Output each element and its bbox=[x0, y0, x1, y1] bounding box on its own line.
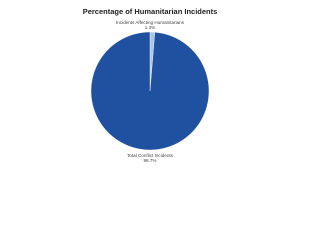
slice-value-label: 1.3% bbox=[145, 25, 155, 30]
pie-slice bbox=[90, 31, 210, 151]
chart-title: Percentage of Humanitarian Incidents bbox=[83, 7, 218, 16]
chart: Percentage of Humanitarian Incidents Inc… bbox=[82, 6, 218, 164]
page: Percentage of Humanitarian Incidents Inc… bbox=[82, 6, 218, 164]
slice-label: Incidents Affecting Humanitarians bbox=[116, 20, 185, 25]
slice-value-label: 98.7% bbox=[143, 158, 156, 163]
slice-label: Total Conflict Incidents bbox=[127, 153, 174, 158]
